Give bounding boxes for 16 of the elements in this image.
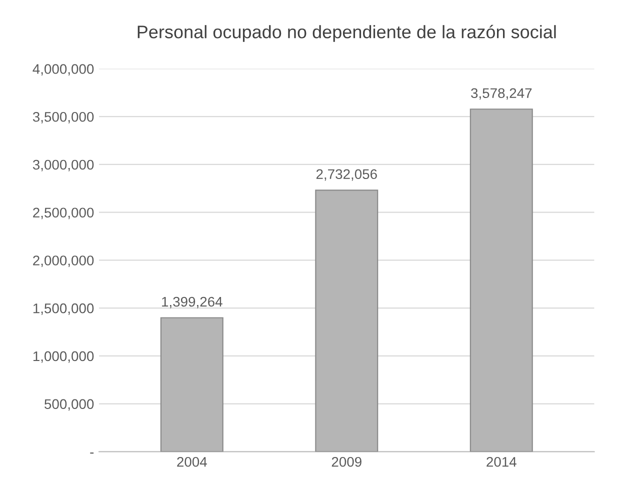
y-tick-label: 500,000 xyxy=(44,399,94,411)
data-label: 3,578,247 xyxy=(471,88,532,100)
chart-title: Personal ocupado no dependiente de la razón social xyxy=(138,24,556,42)
y-tick-label: - xyxy=(90,452,94,454)
data-label: 1,399,264 xyxy=(162,296,222,308)
x-tick-label: 2004 xyxy=(177,456,207,467)
y-tick-label: 2,000,000 xyxy=(33,256,94,268)
y-tick-label: 1,500,000 xyxy=(33,303,94,315)
x-tick-label: 2009 xyxy=(332,456,362,467)
y-tick-label: 3,500,000 xyxy=(32,112,94,124)
y-tick-label: 3,000,000 xyxy=(32,160,94,172)
x-tick-label: 2014 xyxy=(486,456,516,467)
y-tick-label: 4,000,000 xyxy=(32,64,94,76)
data-label: 2,732,056 xyxy=(316,169,377,181)
y-tick-label: 1,000,000 xyxy=(33,351,94,363)
y-tick-label: 2,500,000 xyxy=(33,208,94,220)
